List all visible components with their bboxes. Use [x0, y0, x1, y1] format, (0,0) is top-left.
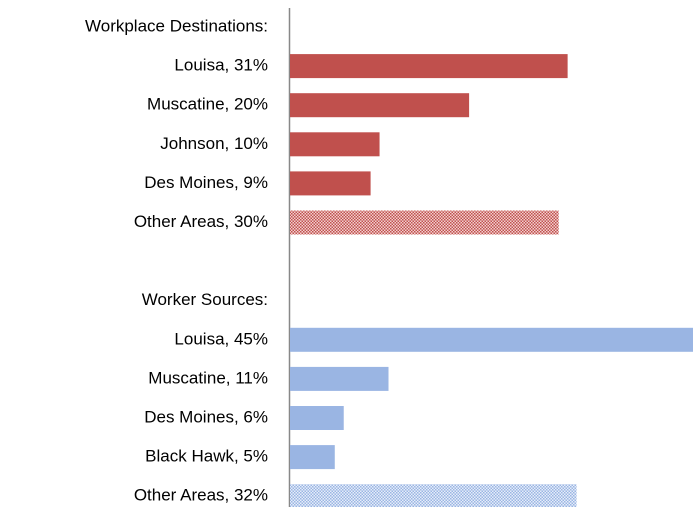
bar [290, 171, 371, 196]
bar [290, 54, 568, 79]
bar [290, 210, 559, 235]
category-label: Des Moines, 9% [144, 173, 268, 192]
bar [290, 132, 380, 157]
category-label: Black Hawk, 5% [145, 447, 268, 466]
group-title: Worker Sources: [142, 290, 268, 309]
group-title: Workplace Destinations: [85, 16, 268, 35]
category-label: Louisa, 31% [174, 56, 268, 75]
bar [290, 445, 335, 470]
category-label: Des Moines, 6% [144, 407, 268, 426]
category-label: Other Areas, 30% [134, 212, 268, 231]
category-label: Louisa, 45% [174, 329, 268, 348]
bar [290, 484, 577, 507]
category-label: Other Areas, 32% [134, 486, 268, 505]
bar [290, 406, 344, 430]
category-label: Muscatine, 11% [148, 368, 268, 387]
category-label: Muscatine, 20% [147, 95, 268, 114]
bar [290, 366, 389, 391]
category-label: Johnson, 10% [160, 134, 268, 153]
bar [290, 327, 693, 352]
bar [290, 93, 470, 118]
